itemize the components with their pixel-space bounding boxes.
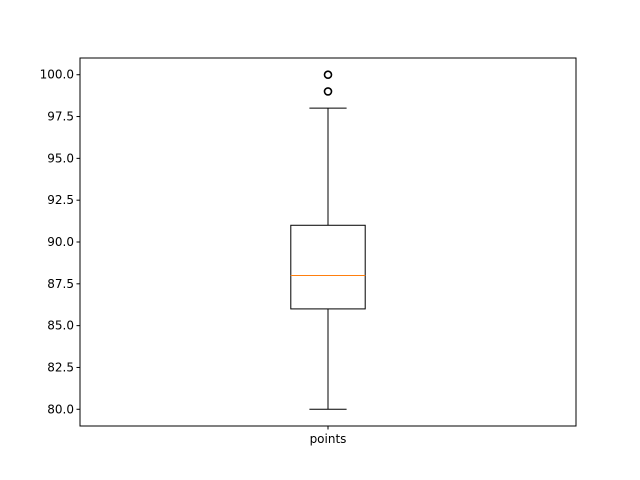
y-tick-label: 97.5 — [47, 110, 74, 124]
y-tick-label: 92.5 — [47, 193, 74, 207]
y-tick-label: 80.0 — [47, 402, 74, 416]
y-tick-label: 95.0 — [47, 151, 74, 165]
y-tick-label: 90.0 — [47, 235, 74, 249]
interquartile-box — [290, 224, 366, 310]
outlier-point — [323, 70, 333, 80]
x-tick-label: points — [310, 432, 347, 446]
y-tick-label: 82.5 — [47, 360, 74, 374]
y-axis: 80.0 82.5 85.0 87.5 90.0 92.5 95.0 97.5 100.0 — [40, 68, 80, 416]
y-tick-label: 85.0 — [47, 319, 74, 333]
y-tick-label: 87.5 — [47, 277, 74, 291]
x-axis: points — [310, 426, 347, 446]
y-tick-label: 100.0 — [40, 68, 74, 82]
outlier-point — [323, 87, 333, 96]
plot-area — [290, 70, 366, 410]
